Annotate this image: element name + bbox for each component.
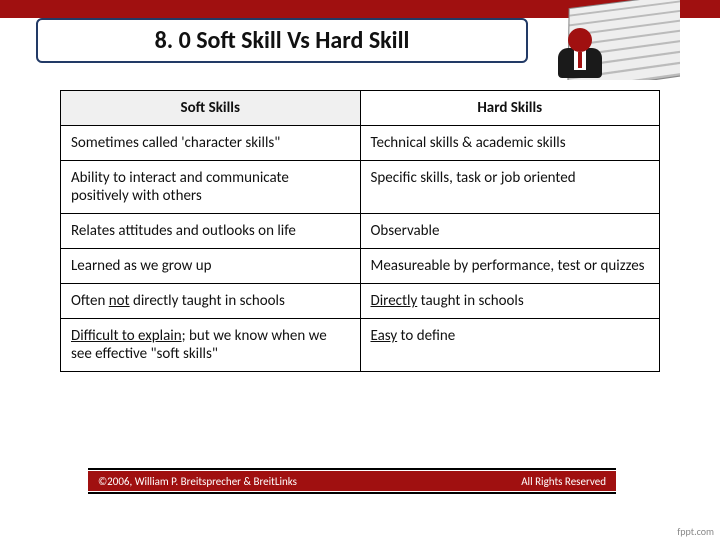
col-header-hard: Hard Skills (360, 91, 660, 126)
hard-cell: Easy to define (360, 319, 660, 372)
soft-cell: Sometimes called 'character skills" (61, 126, 361, 161)
col-header-soft: Soft Skills (61, 91, 361, 126)
rights-text: All Rights Reserved (521, 475, 606, 488)
slide-title: 8. 0 Soft Skill Vs Hard Skill (36, 18, 528, 63)
hard-cell: Specific skills, task or job oriented (360, 161, 660, 214)
soft-cell: Difficult to explain; but we know when w… (61, 319, 361, 372)
table-row: Relates attitudes and outlooks on lifeOb… (61, 214, 660, 249)
hard-cell: Technical skills & academic skills (360, 126, 660, 161)
table-row: Learned as we grow upMeasureable by perf… (61, 249, 660, 284)
hard-cell: Observable (360, 214, 660, 249)
soft-cell: Relates attitudes and outlooks on life (61, 214, 361, 249)
soft-cell: Often not directly taught in schools (61, 284, 361, 319)
table-row: Often not directly taught in schoolsDire… (61, 284, 660, 319)
table-row: Ability to interact and communicate posi… (61, 161, 660, 214)
hard-cell: Measureable by performance, test or quiz… (360, 249, 660, 284)
businessman-icon (552, 28, 608, 78)
table-row: Sometimes called 'character skills"Techn… (61, 126, 660, 161)
soft-cell: Ability to interact and communicate posi… (61, 161, 361, 214)
footer-rule-bottom (88, 492, 616, 494)
table-row: Difficult to explain; but we know when w… (61, 319, 660, 372)
soft-cell: Learned as we grow up (61, 249, 361, 284)
footer-rule-top (88, 468, 616, 470)
hard-cell: Directly taught in schools (360, 284, 660, 319)
watermark-text: fppt.com (677, 525, 714, 538)
comparison-table: Soft Skills Hard Skills Sometimes called… (60, 90, 660, 372)
footer-bar: ©2006, William P. Breitsprecher & BreitL… (88, 471, 616, 491)
table-header-row: Soft Skills Hard Skills (61, 91, 660, 126)
copyright-text: ©2006, William P. Breitsprecher & BreitL… (98, 475, 297, 488)
